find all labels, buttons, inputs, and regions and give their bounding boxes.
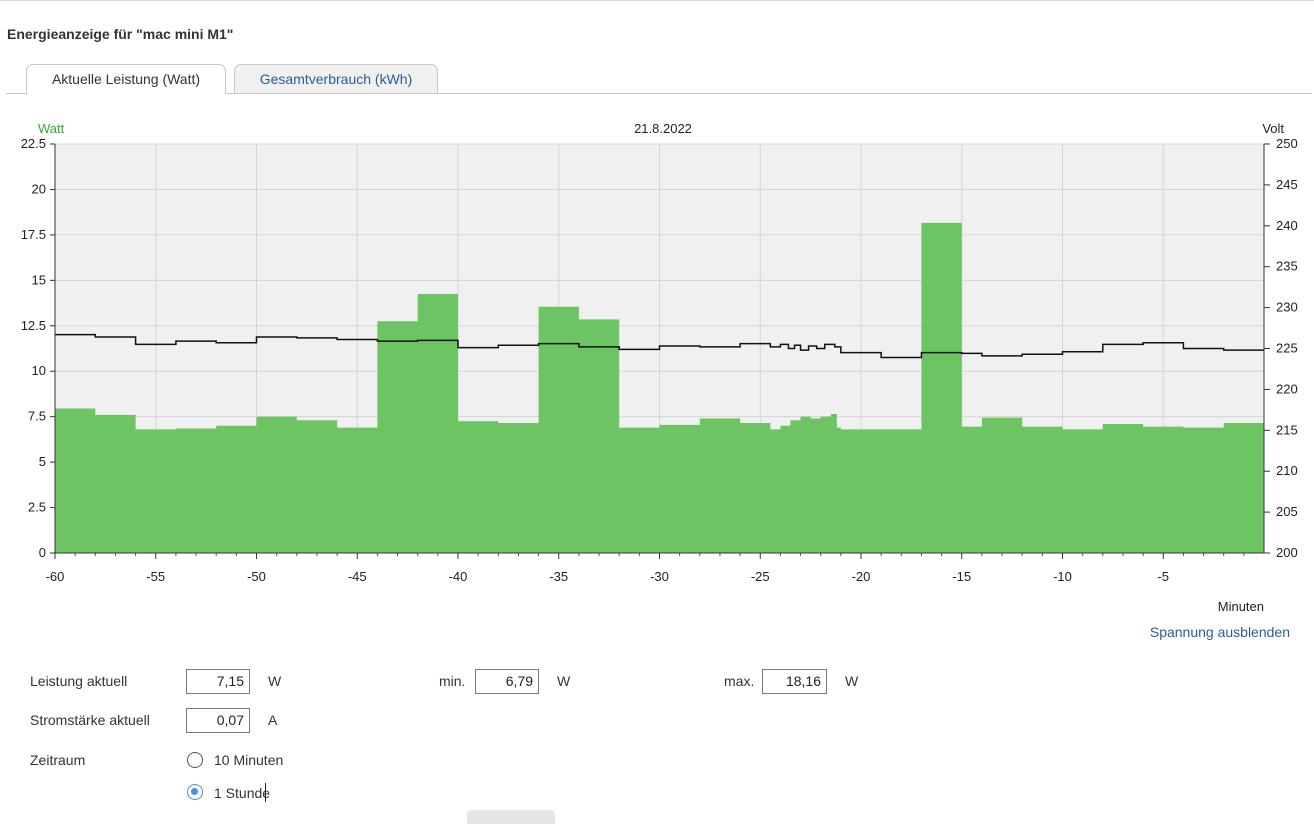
- y-right-tick-label: 245: [1276, 177, 1298, 192]
- chart-date: 21.8.2022: [634, 121, 692, 136]
- y-right-tick-label: 200: [1276, 545, 1298, 560]
- radio-10-minuten[interactable]: [187, 752, 203, 768]
- y-left-tick-label: 17.5: [21, 227, 46, 242]
- radio-1-stunde-label[interactable]: 1 Stunde: [214, 785, 271, 801]
- period-label: Zeitraum: [30, 752, 86, 768]
- x-tick-label: -15: [952, 569, 971, 584]
- y-right-axis-label: Volt: [1262, 121, 1284, 136]
- x-tick-label: -30: [650, 569, 669, 584]
- y-left-tick-label: 5: [39, 454, 46, 469]
- voltage-line-series: [55, 333, 1264, 359]
- y-left-tick-label: 20: [32, 181, 46, 196]
- min-label: min.: [439, 673, 466, 689]
- y-left-axis-label: Watt: [38, 121, 65, 136]
- current-ampere-label: Stromstärke aktuell: [30, 712, 150, 728]
- power-current-value: 7,15: [186, 669, 250, 694]
- max-unit: W: [845, 673, 859, 689]
- x-tick-label: -25: [751, 569, 770, 584]
- max-value: 18,16: [762, 669, 827, 694]
- tab-gesamtverbrauch[interactable]: Gesamtverbrauch (kWh): [234, 64, 438, 93]
- current-ampere-value: 0,07: [186, 708, 250, 733]
- y-left-tick-label: 12.5: [21, 318, 46, 333]
- y-right-tick-label: 220: [1276, 381, 1298, 396]
- x-tick-label: -35: [549, 569, 568, 584]
- y-right-tick-label: 205: [1276, 504, 1298, 519]
- tab-aktuelle-leistung[interactable]: Aktuelle Leistung (Watt): [26, 64, 226, 94]
- partial-button[interactable]: [467, 810, 555, 824]
- y-right-tick-label: 210: [1276, 463, 1298, 478]
- top-divider: [0, 0, 1314, 1]
- radio-10-minuten-label[interactable]: 10 Minuten: [214, 752, 284, 768]
- x-tick-label: -55: [146, 569, 165, 584]
- x-tick-label: -20: [852, 569, 871, 584]
- page-title: Energieanzeige für "mac mini M1": [7, 26, 234, 42]
- power-voltage-chart: -60 -55 -50 -45 -40 -35 -30 -25 -20 -15 -10 -502.55…: [21, 121, 1298, 614]
- max-label: max.: [724, 673, 755, 689]
- y-left-tick-label: 22.5: [21, 136, 46, 151]
- y-left-tick-label: 10: [32, 363, 46, 378]
- y-right-tick-label: 230: [1276, 300, 1298, 315]
- x-tick-label: -50: [247, 569, 266, 584]
- x-tick-label: -40: [449, 569, 468, 584]
- axes: -60 -55 -50 -45 -40 -35 -30 -25 -20 -15 -10 -502.55…: [21, 136, 1298, 584]
- hide-voltage-link[interactable]: Spannung ausblenden: [1149, 624, 1290, 640]
- x-tick-label: -60: [46, 569, 65, 584]
- x-axis-label: Minuten: [1218, 599, 1264, 614]
- current-ampere-unit: A: [268, 712, 278, 728]
- x-tick-label: -5: [1157, 569, 1169, 584]
- y-right-tick-label: 215: [1276, 422, 1298, 437]
- y-right-tick-label: 240: [1276, 218, 1298, 233]
- tab-bar-baseline: [6, 93, 1312, 94]
- text-cursor: [265, 783, 266, 802]
- x-tick-label: -10: [1053, 569, 1072, 584]
- x-tick-label: -45: [348, 569, 367, 584]
- y-left-tick-label: 0: [39, 545, 46, 560]
- y-left-tick-label: 7.5: [28, 409, 46, 424]
- power-current-unit: W: [268, 673, 282, 689]
- min-unit: W: [557, 673, 571, 689]
- y-right-tick-label: 250: [1276, 136, 1298, 151]
- y-left-tick-label: 2.5: [28, 500, 46, 515]
- y-left-tick-label: 15: [32, 272, 46, 287]
- min-value: 6,79: [475, 669, 539, 694]
- y-right-tick-label: 225: [1276, 341, 1298, 356]
- power-current-label: Leistung aktuell: [30, 673, 128, 689]
- power-area-series: [55, 222, 1264, 554]
- y-right-tick-label: 235: [1276, 259, 1298, 274]
- radio-1-stunde[interactable]: [187, 784, 203, 800]
